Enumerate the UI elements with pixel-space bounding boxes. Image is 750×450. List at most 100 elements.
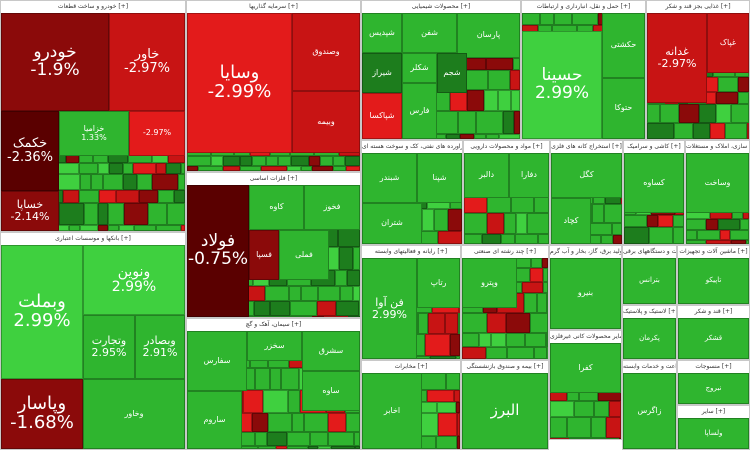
small-stock-tile[interactable] bbox=[699, 104, 716, 123]
stock-tile[interactable]: کچاد bbox=[551, 198, 591, 244]
small-stock-tile[interactable] bbox=[706, 92, 716, 104]
small-stock-tile[interactable] bbox=[80, 174, 91, 190]
small-stock-tile[interactable] bbox=[56, 163, 79, 174]
small-stock-tile[interactable] bbox=[522, 13, 540, 25]
small-stock-tile[interactable] bbox=[445, 313, 458, 334]
small-stock-tile[interactable] bbox=[312, 316, 324, 317]
small-stock-tile[interactable] bbox=[348, 316, 360, 317]
small-stock-tile[interactable] bbox=[223, 166, 240, 171]
small-stock-tile[interactable] bbox=[513, 58, 520, 70]
small-stock-tile[interactable] bbox=[718, 219, 740, 230]
small-stock-tile[interactable] bbox=[716, 104, 731, 123]
small-stock-tile[interactable] bbox=[458, 111, 476, 134]
small-stock-tile[interactable] bbox=[290, 301, 317, 316]
sector-construction[interactable]: انبوه سازی، املاک و مستغلات [+]وساخت bbox=[685, 140, 750, 245]
small-stock-tile[interactable] bbox=[152, 174, 178, 190]
small-stock-tile[interactable] bbox=[522, 282, 543, 293]
stock-tile[interactable]: خساپا -2.14% bbox=[1, 191, 59, 231]
small-stock-tile[interactable] bbox=[679, 104, 699, 123]
sector-ceramic[interactable]: کاشی و سرامیک [+] کساوه bbox=[623, 140, 685, 245]
small-stock-tile[interactable] bbox=[706, 219, 718, 230]
small-stock-tile[interactable] bbox=[491, 333, 506, 347]
small-stock-tile[interactable] bbox=[187, 156, 211, 166]
small-stock-tile[interactable] bbox=[438, 231, 462, 244]
small-stock-tile[interactable] bbox=[506, 313, 530, 333]
small-stock-tile[interactable] bbox=[460, 134, 474, 139]
small-stock-tile[interactable] bbox=[740, 219, 749, 230]
small-stock-tile[interactable] bbox=[422, 209, 434, 231]
small-stock-tile[interactable] bbox=[174, 190, 185, 203]
small-stock-tile[interactable] bbox=[134, 225, 156, 231]
small-stock-tile[interactable] bbox=[624, 227, 649, 244]
small-stock-tile[interactable] bbox=[486, 134, 499, 139]
small-stock-tile[interactable] bbox=[531, 258, 542, 268]
stock-tile[interactable]: حتوکا bbox=[602, 78, 645, 139]
small-stock-tile[interactable] bbox=[530, 313, 548, 333]
stock-tile[interactable]: اخابر bbox=[362, 373, 422, 449]
small-stock-tile[interactable] bbox=[335, 270, 347, 286]
small-stock-tile[interactable] bbox=[308, 446, 318, 449]
stock-tile[interactable]: ساروم bbox=[187, 391, 242, 449]
small-stock-tile[interactable] bbox=[240, 156, 252, 166]
small-stock-tile[interactable] bbox=[456, 402, 460, 413]
small-stock-tile[interactable] bbox=[301, 166, 312, 171]
small-stock-tile[interactable] bbox=[464, 213, 487, 234]
small-stock-tile[interactable] bbox=[458, 313, 460, 334]
small-stock-tile[interactable] bbox=[421, 373, 446, 390]
small-stock-tile[interactable] bbox=[697, 230, 720, 240]
stock-tile[interactable]: دالبر bbox=[464, 153, 509, 198]
small-stock-tile[interactable] bbox=[288, 390, 300, 413]
small-stock-tile[interactable] bbox=[501, 234, 515, 244]
small-stock-tile[interactable] bbox=[211, 156, 223, 166]
small-stock-tile[interactable] bbox=[287, 446, 308, 449]
small-stock-tile[interactable] bbox=[181, 163, 185, 174]
sector-misc[interactable]: سایر [+] ولساپا bbox=[677, 405, 750, 450]
stock-tile[interactable]: تاپیکو bbox=[678, 258, 749, 304]
small-stock-tile[interactable] bbox=[467, 90, 484, 111]
small-stock-tile[interactable] bbox=[474, 134, 486, 139]
small-stock-tile[interactable] bbox=[318, 446, 331, 449]
small-stock-tile[interactable] bbox=[274, 316, 294, 317]
small-stock-tile[interactable] bbox=[504, 213, 516, 234]
small-stock-tile[interactable] bbox=[731, 240, 746, 244]
small-stock-tile[interactable] bbox=[525, 333, 546, 347]
small-stock-tile[interactable] bbox=[324, 316, 348, 317]
small-stock-tile[interactable] bbox=[606, 417, 621, 438]
small-stock-tile[interactable] bbox=[281, 368, 299, 390]
stock-tile[interactable]: حسینا 2.99% bbox=[522, 31, 602, 139]
sector-transport[interactable]: حمل و نقل، انبارداری و ارتباطات [+] حسینا… bbox=[521, 0, 646, 140]
small-stock-tile[interactable] bbox=[479, 333, 491, 347]
small-stock-tile[interactable] bbox=[289, 286, 301, 301]
small-stock-tile[interactable] bbox=[178, 174, 185, 190]
sector-pharma[interactable]: مواد و محصولات دارویی [+] دالبر دفارا bbox=[463, 140, 550, 245]
small-stock-tile[interactable] bbox=[524, 293, 537, 313]
small-stock-tile[interactable] bbox=[673, 215, 684, 227]
small-stock-tile[interactable] bbox=[339, 247, 353, 270]
stock-tile[interactable]: پارسان bbox=[457, 13, 520, 58]
small-stock-tile[interactable] bbox=[649, 227, 673, 244]
small-stock-tile[interactable] bbox=[572, 13, 598, 25]
small-stock-tile[interactable] bbox=[537, 293, 547, 313]
small-stock-tile[interactable] bbox=[609, 401, 621, 417]
small-stock-tile[interactable] bbox=[718, 77, 738, 92]
small-stock-tile[interactable] bbox=[619, 438, 621, 439]
small-stock-tile[interactable] bbox=[263, 390, 288, 413]
small-stock-tile[interactable] bbox=[488, 70, 510, 90]
small-stock-tile[interactable] bbox=[674, 123, 693, 139]
small-stock-tile[interactable] bbox=[98, 203, 108, 225]
small-stock-tile[interactable] bbox=[547, 293, 548, 313]
small-stock-tile[interactable] bbox=[428, 313, 445, 334]
stock-tile[interactable]: وپاسار -1.68% bbox=[1, 379, 83, 449]
sector-sugar[interactable]: قند و شکر [+] قشکر bbox=[677, 305, 750, 360]
stock-tile[interactable]: سفارس bbox=[187, 331, 247, 391]
small-stock-tile[interactable] bbox=[108, 203, 124, 225]
sector-it[interactable]: رایانه و فعالیتهای وابسته [+] فن آوا 2.99%… bbox=[361, 245, 461, 360]
stock-tile[interactable]: شجم bbox=[437, 53, 467, 93]
small-stock-tile[interactable] bbox=[507, 347, 534, 359]
small-stock-tile[interactable] bbox=[116, 190, 139, 203]
small-stock-tile[interactable] bbox=[167, 203, 185, 225]
small-stock-tile[interactable] bbox=[534, 347, 547, 359]
stock-tile[interactable]: فسپا bbox=[249, 230, 279, 280]
small-stock-tile[interactable] bbox=[304, 413, 328, 432]
small-stock-tile[interactable] bbox=[99, 190, 116, 203]
